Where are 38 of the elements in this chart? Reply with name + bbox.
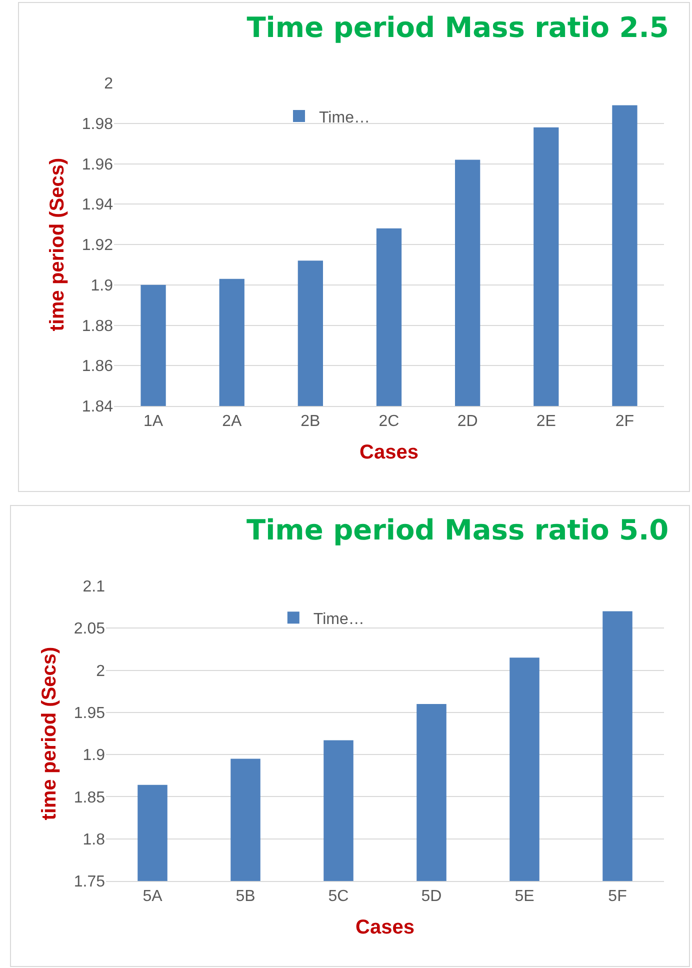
- x-tick-label: 5C: [328, 888, 349, 906]
- y-tick-label: 2.05: [74, 620, 106, 638]
- y-tick-label: 1.96: [82, 156, 114, 174]
- legend-label: Time…: [313, 610, 364, 628]
- y-tick-label: 1.75: [74, 874, 106, 891]
- y-axis-title: time period (Secs): [46, 158, 68, 332]
- y-tick-label: 1.9: [82, 747, 106, 764]
- x-tick-label: 2D: [457, 413, 478, 430]
- y-tick-label: 2: [104, 76, 114, 93]
- x-tick-label: 2C: [378, 413, 400, 430]
- x-tick-label: 2A: [222, 413, 242, 430]
- chart-title: Time period Mass ratio 5.0: [246, 513, 669, 546]
- x-tick-label: 2B: [300, 413, 320, 430]
- y-tick-label: 1.95: [74, 705, 106, 722]
- x-axis-title: Cases: [356, 916, 414, 939]
- x-tick-label: 1A: [144, 413, 164, 430]
- x-tick-label: 2E: [536, 413, 556, 430]
- y-tick-label: 1.98: [82, 116, 114, 133]
- x-tick-label: 5D: [421, 888, 442, 906]
- y-tick-label: 1.86: [82, 358, 114, 376]
- y-tick-label: 1.8: [82, 831, 106, 848]
- x-tick-label: 5B: [236, 888, 256, 906]
- x-tick-label: 2F: [615, 413, 634, 430]
- y-tick-label: 1.85: [74, 789, 106, 806]
- y-tick-label: 1.92: [82, 237, 114, 254]
- y-tick-label: 1.9: [90, 277, 114, 294]
- y-tick-label: 1.84: [82, 398, 114, 416]
- y-tick-label: 2: [96, 662, 106, 680]
- y-tick-label: 1.94: [82, 196, 114, 214]
- x-tick-label: 5E: [514, 888, 534, 906]
- y-tick-label: 2.1: [82, 578, 106, 596]
- x-axis-title: Cases: [360, 442, 418, 464]
- y-axis-title: time period (Secs): [38, 646, 60, 820]
- x-tick-label: 5F: [608, 888, 628, 906]
- legend-label: Time…: [319, 109, 370, 126]
- x-tick-label: 5A: [142, 888, 163, 906]
- y-tick-label: 1.88: [82, 318, 114, 335]
- chart-title: Time period Mass ratio 2.5: [246, 11, 669, 44]
